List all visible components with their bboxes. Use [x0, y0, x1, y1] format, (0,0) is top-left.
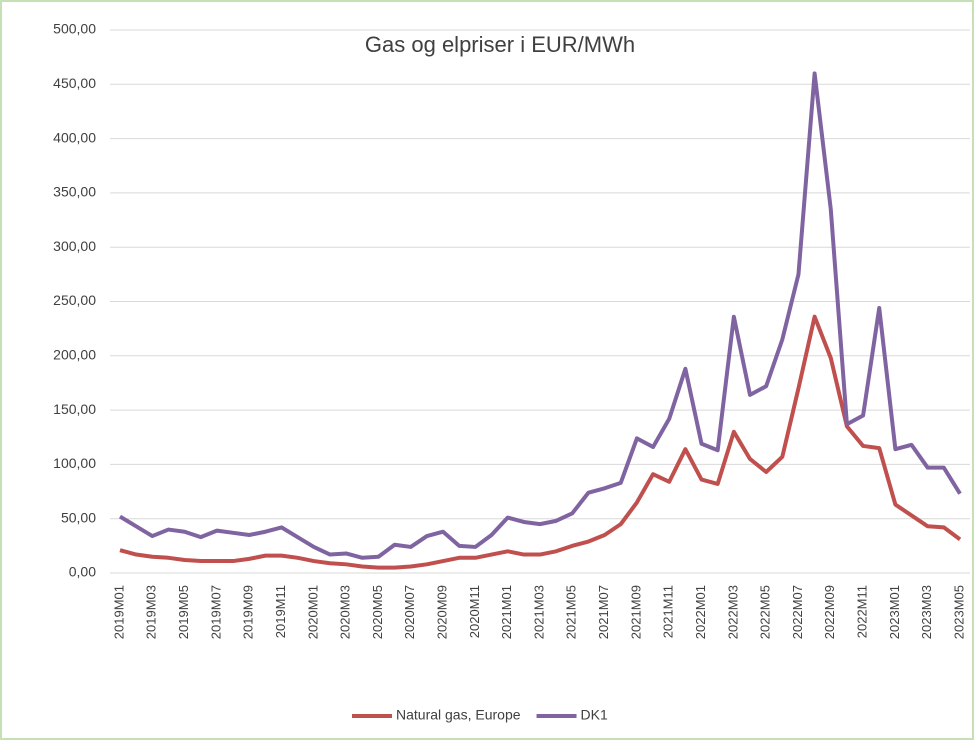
x-tick-label: 2019M01: [111, 585, 126, 639]
chart-title: Gas og elpriser i EUR/MWh: [365, 32, 635, 57]
x-tick-label: 2020M05: [370, 585, 385, 639]
x-tick-label: 2020M03: [338, 585, 353, 639]
y-tick-label: 100,00: [53, 455, 96, 471]
x-tick-label: 2019M09: [241, 585, 256, 639]
y-tick-label: 300,00: [53, 238, 96, 254]
x-tick-label: 2021M07: [596, 585, 611, 639]
x-tick-label: 2021M05: [564, 585, 579, 639]
x-tick-label: 2020M01: [305, 585, 320, 639]
x-tick-label: 2021M03: [531, 585, 546, 639]
x-tick-label: 2023M03: [919, 585, 934, 639]
y-tick-label: 250,00: [53, 292, 96, 308]
x-tick-label: 2021M01: [499, 585, 514, 639]
y-tick-label: 500,00: [53, 21, 96, 37]
x-tick-label: 2022M05: [758, 585, 773, 639]
x-tick-label: 2022M11: [855, 585, 870, 638]
series-line: [118, 71, 962, 560]
x-tick-label: 2023M01: [887, 585, 902, 639]
x-tick-label: 2019M03: [144, 585, 159, 639]
x-tick-label: 2019M11: [273, 585, 288, 638]
y-tick-label: 400,00: [53, 129, 96, 145]
x-tick-label: 2021M09: [628, 585, 643, 639]
x-tick-label: 2023M05: [951, 585, 966, 639]
y-tick-label: 50,00: [61, 509, 96, 525]
y-tick-label: 200,00: [53, 347, 96, 363]
y-tick-label: 450,00: [53, 75, 96, 91]
x-tick-label: 2022M03: [725, 585, 740, 639]
y-tick-label: 0,00: [69, 564, 96, 580]
y-tick-label: 350,00: [53, 184, 96, 200]
x-tick-label: 2022M01: [693, 585, 708, 639]
y-tick-label: 150,00: [53, 401, 96, 417]
x-tick-label: 2019M07: [208, 585, 223, 639]
x-tick-label: 2022M07: [790, 585, 805, 639]
x-tick-label: 2021M11: [661, 585, 676, 638]
legend-label: Natural gas, Europe: [396, 707, 521, 723]
legend-label: DK1: [581, 707, 608, 723]
x-tick-label: 2020M07: [402, 585, 417, 639]
x-tick-label: 2020M09: [435, 585, 450, 639]
x-tick-label: 2019M05: [176, 585, 191, 639]
x-tick-label: 2020M11: [467, 585, 482, 638]
x-tick-label: 2022M09: [822, 585, 837, 639]
series-line: [119, 314, 962, 570]
